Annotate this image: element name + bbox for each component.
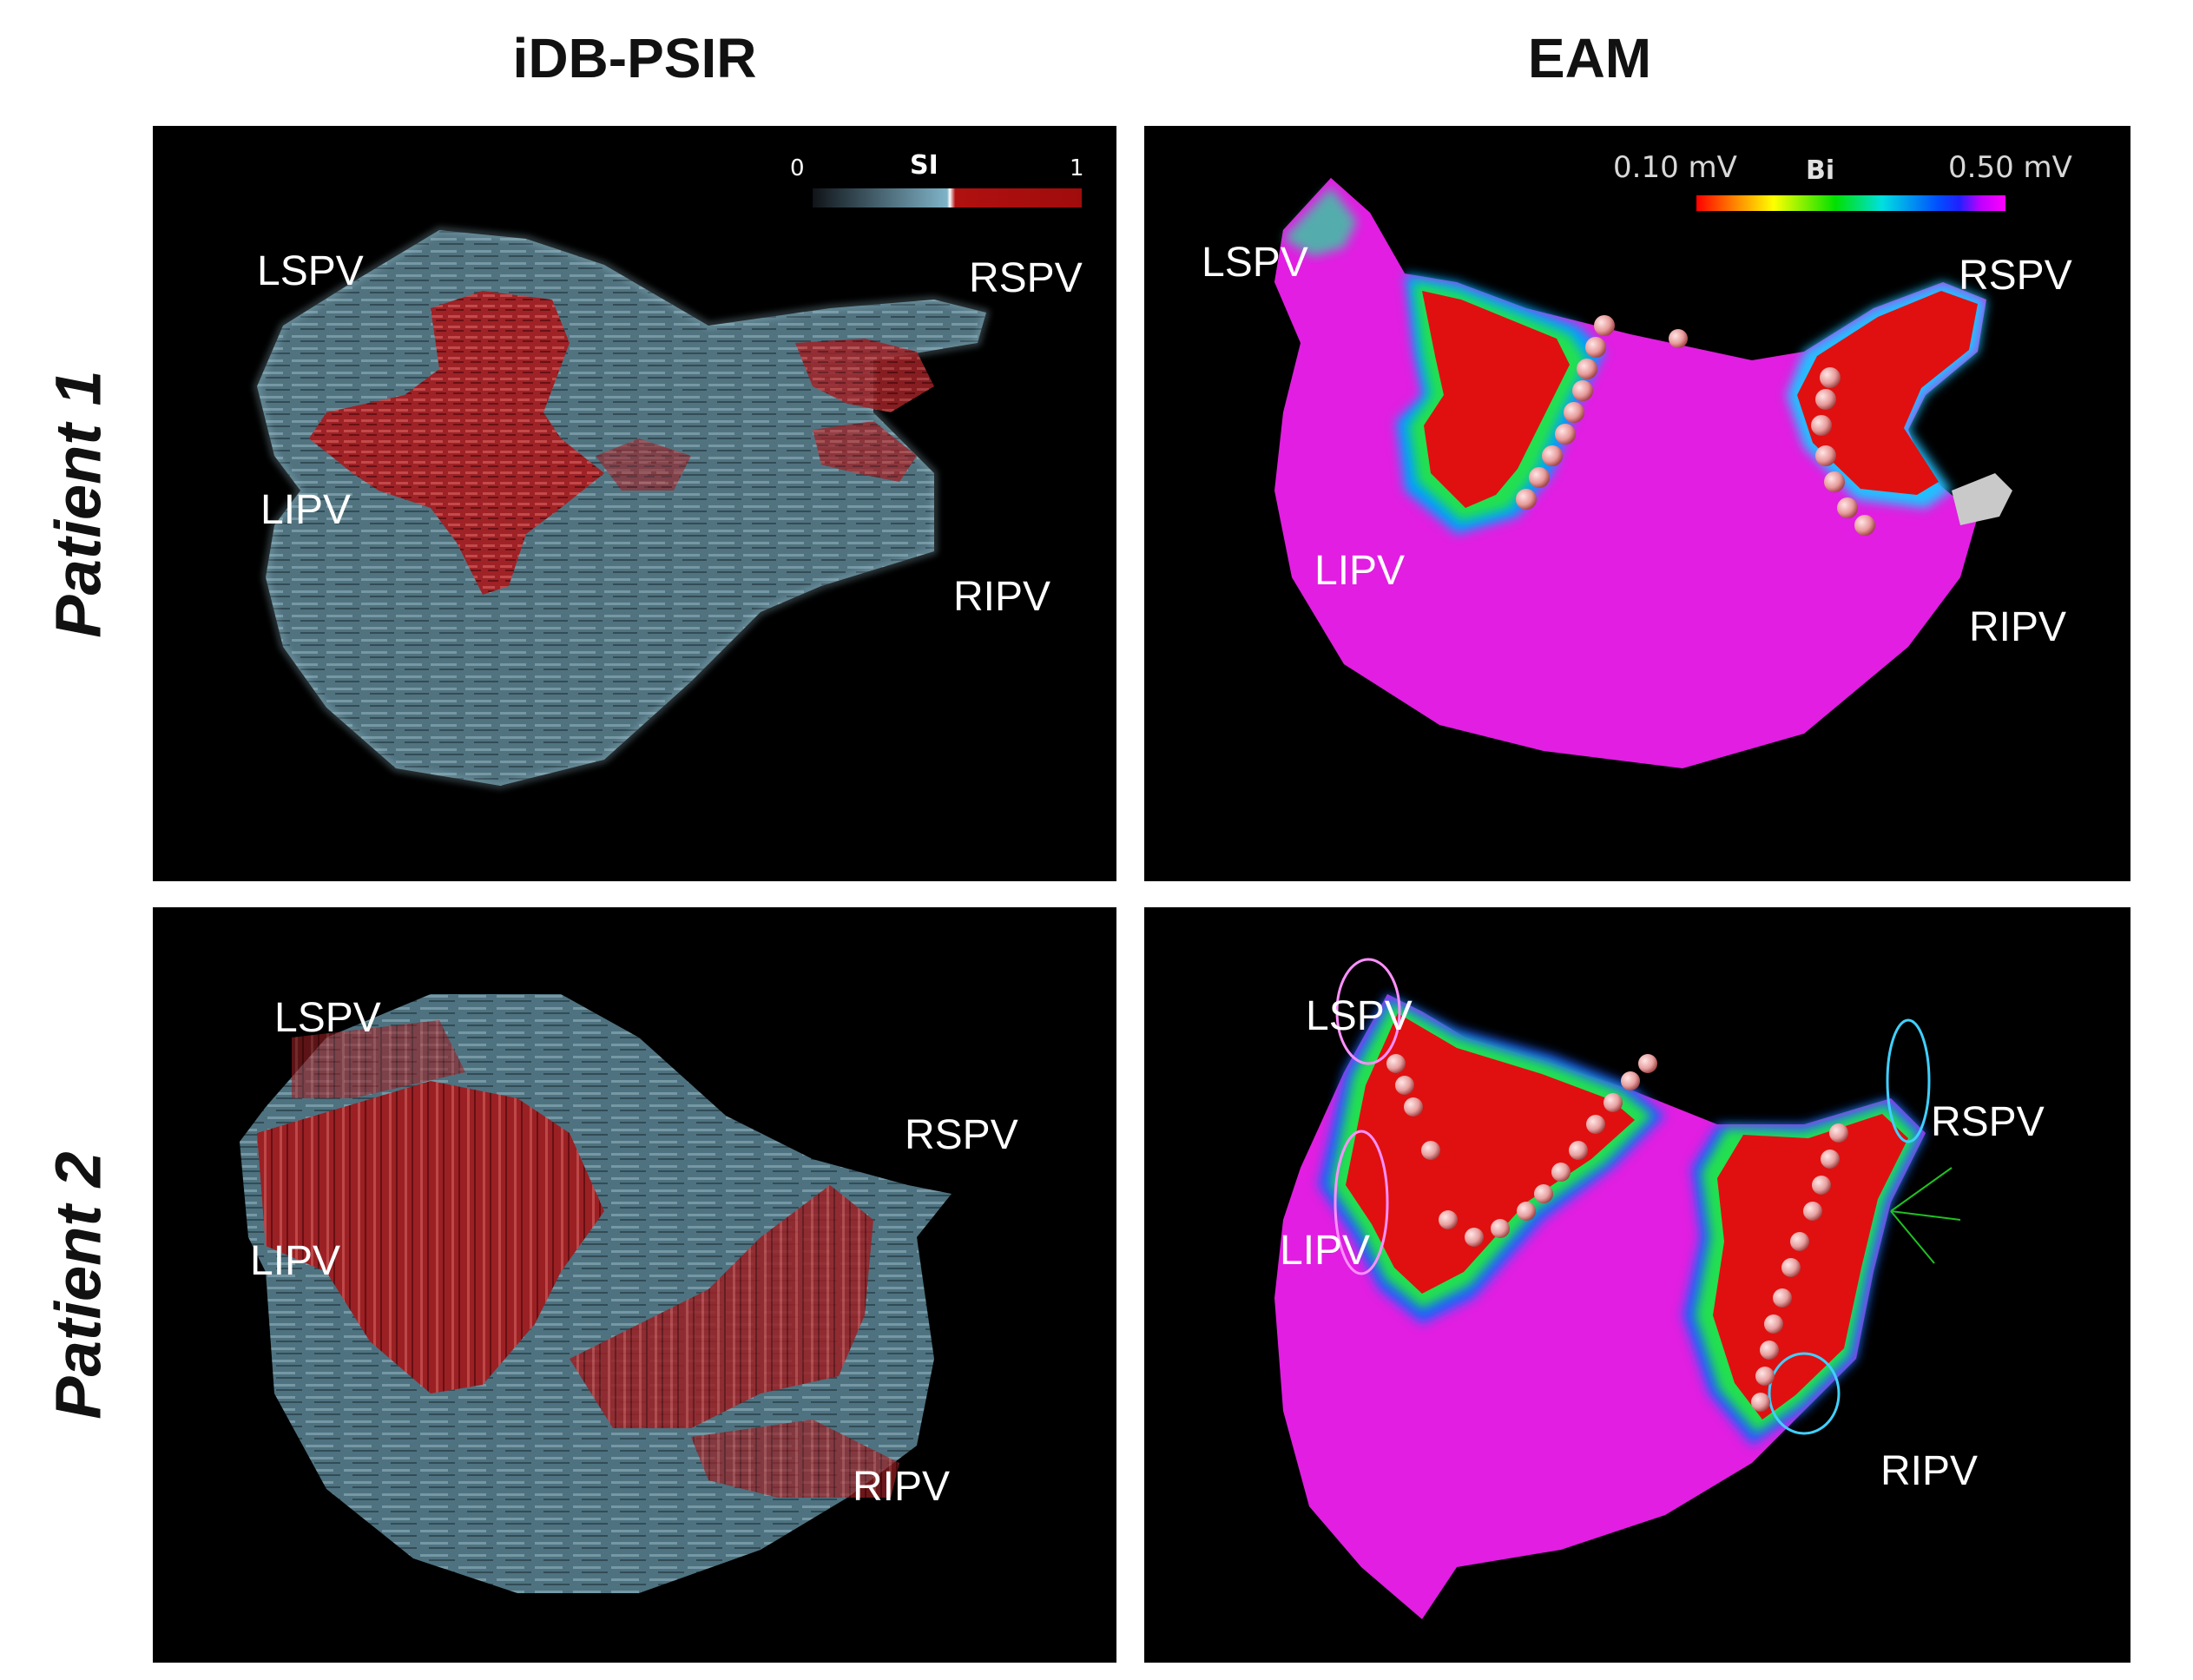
label-rspv: RSPV <box>905 1112 1018 1158</box>
bi-colorbar-label: Bi <box>1806 155 1835 186</box>
panel-patient-1-eam: 0.10 mV Bi 0.50 mV LSPV RSPV LIPV RIPV <box>1144 126 2130 881</box>
panel-patient-1-psir: 0 SI 1 LSPV RSPV LIPV RIPV <box>153 126 1116 881</box>
label-rspv: RSPV <box>1931 1099 2045 1145</box>
label-rspv: RSPV <box>1959 253 2072 299</box>
eam-render-patient-2 <box>1274 958 1961 1619</box>
label-lspv: LSPV <box>274 995 381 1041</box>
label-lipv: LIPV <box>1314 548 1406 594</box>
panel-patient-2-psir: LSPV RSPV LIPV RIPV <box>153 907 1116 1663</box>
column-title-psir: iDB-PSIR <box>512 27 757 89</box>
eam-render-patient-1 <box>1274 178 2012 768</box>
label-ripv: RIPV <box>1880 1448 1979 1494</box>
label-ripv: RIPV <box>1969 604 2067 650</box>
si-colorbar-label: SI <box>910 150 938 181</box>
psir-render-patient-1 <box>254 227 990 789</box>
row-title-patient-1-text: Patient 1 <box>42 369 115 638</box>
psir-render-patient-2 <box>240 994 952 1593</box>
label-ripv: RIPV <box>853 1464 951 1510</box>
bi-colorbar-max: 0.50 mV <box>1948 150 2072 185</box>
label-lspv: LSPV <box>257 248 364 294</box>
label-lipv: LIPV <box>250 1238 341 1284</box>
panel-patient-2-eam: LSPV RSPV LIPV RIPV <box>1144 907 2130 1663</box>
label-lspv: LSPV <box>1202 240 1308 286</box>
label-rspv: RSPV <box>969 255 1083 301</box>
label-ripv: RIPV <box>953 574 1051 620</box>
si-colorbar-min: 0 <box>790 155 805 181</box>
column-title-eam: EAM <box>1527 27 1652 89</box>
bi-colorbar <box>1696 195 2005 211</box>
si-colorbar-max: 1 <box>1070 155 1084 181</box>
si-colorbar <box>813 188 1082 208</box>
row-title-patient-2-text: Patient 2 <box>42 1150 115 1420</box>
label-lspv: LSPV <box>1306 993 1413 1039</box>
row-title-patient-1: Patient 1 <box>0 126 156 881</box>
label-lipv: LIPV <box>260 487 352 533</box>
row-title-patient-2: Patient 2 <box>0 907 156 1663</box>
label-lipv: LIPV <box>1280 1228 1371 1274</box>
bi-colorbar-min: 0.10 mV <box>1613 150 1737 185</box>
